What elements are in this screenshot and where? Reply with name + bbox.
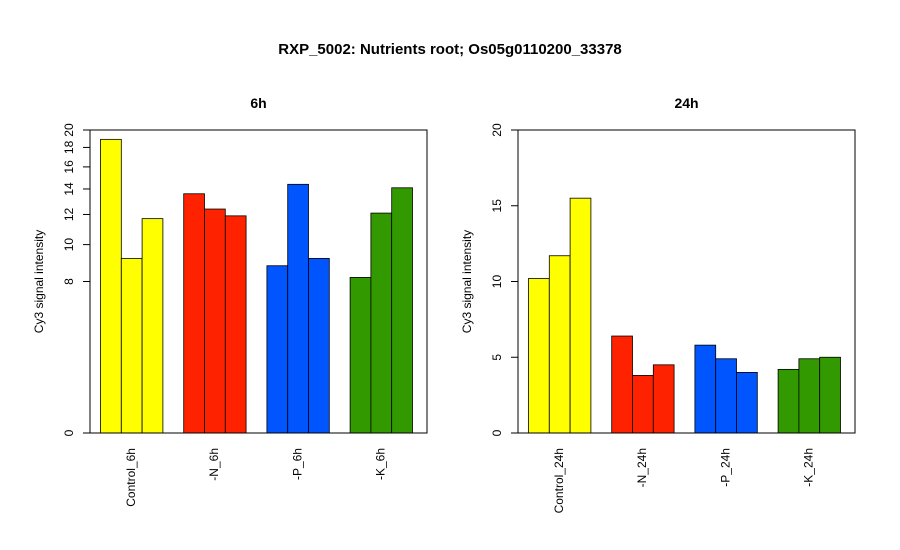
plot-border xyxy=(517,129,856,434)
bar xyxy=(777,368,800,434)
y-tick-label: 14 xyxy=(62,182,76,196)
bar xyxy=(548,255,571,434)
panel-title: 6h xyxy=(250,95,266,111)
bar xyxy=(224,215,247,434)
panel-6h: 6h 0 8 10 12 14 16 18 20 Cy3 signal intensity Cont… xyxy=(32,95,428,507)
bar xyxy=(349,277,372,434)
bar xyxy=(652,364,675,434)
y-tick-label: 16 xyxy=(62,160,76,174)
bar xyxy=(308,257,330,434)
bar xyxy=(204,208,226,434)
bar xyxy=(611,335,633,434)
bar xyxy=(287,183,309,434)
bar xyxy=(569,197,592,434)
x-category-label: -N_24h xyxy=(635,448,649,487)
bar xyxy=(141,218,164,434)
x-category-label: Control_6h xyxy=(124,448,138,507)
y-tick-label: 10 xyxy=(490,275,504,289)
bar xyxy=(694,344,717,434)
bar xyxy=(632,375,654,434)
x-category-label: -N_6h xyxy=(207,448,221,481)
bar xyxy=(798,358,821,434)
panel-24h: 24h 0 5 10 15 20 Cy3 signal intensity Control_2… xyxy=(460,95,856,513)
x-category-label: Control_24h xyxy=(552,448,566,513)
x-category-label: -P_24h xyxy=(718,448,732,487)
y-tick-label: 20 xyxy=(62,123,76,137)
y-tick-label: 8 xyxy=(62,278,76,285)
bar xyxy=(266,265,289,434)
bar xyxy=(100,138,122,434)
bar xyxy=(183,193,205,434)
y-tick-label: 20 xyxy=(490,123,504,137)
bar xyxy=(736,371,758,434)
plot-border xyxy=(89,129,428,434)
panel-title: 24h xyxy=(674,95,698,111)
bar xyxy=(120,257,143,434)
y-tick-label: 0 xyxy=(62,429,76,436)
bar xyxy=(715,358,737,434)
bar xyxy=(528,278,550,434)
bar xyxy=(819,356,841,434)
bar xyxy=(391,187,413,434)
figure-title: RXP_5002: Nutrients root; Os05g0110200_3… xyxy=(278,41,622,58)
y-tick-label: 18 xyxy=(62,140,76,154)
y-tick-label: 5 xyxy=(490,354,504,361)
y-tick-label: 10 xyxy=(62,238,76,252)
y-tick-label: 15 xyxy=(490,199,504,213)
x-category-label: -P_6h xyxy=(290,448,304,480)
bar xyxy=(370,212,393,434)
y-tick-label: 12 xyxy=(62,207,76,221)
y-axis-label: Cy3 signal intensity xyxy=(460,230,474,333)
x-category-label: -K_24h xyxy=(801,448,815,487)
y-axis-label: Cy3 signal intensity xyxy=(32,230,46,333)
y-tick-label: 0 xyxy=(490,429,504,436)
x-category-label: -K_6h xyxy=(373,448,387,480)
